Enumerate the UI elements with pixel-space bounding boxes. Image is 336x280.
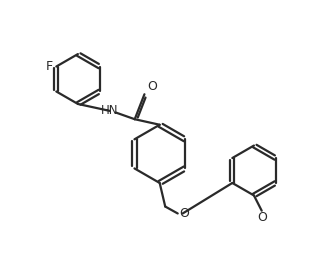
Text: HN: HN — [101, 104, 119, 117]
Text: O: O — [179, 207, 189, 220]
Text: O: O — [147, 80, 157, 93]
Text: O: O — [257, 211, 267, 224]
Text: F: F — [46, 60, 53, 73]
